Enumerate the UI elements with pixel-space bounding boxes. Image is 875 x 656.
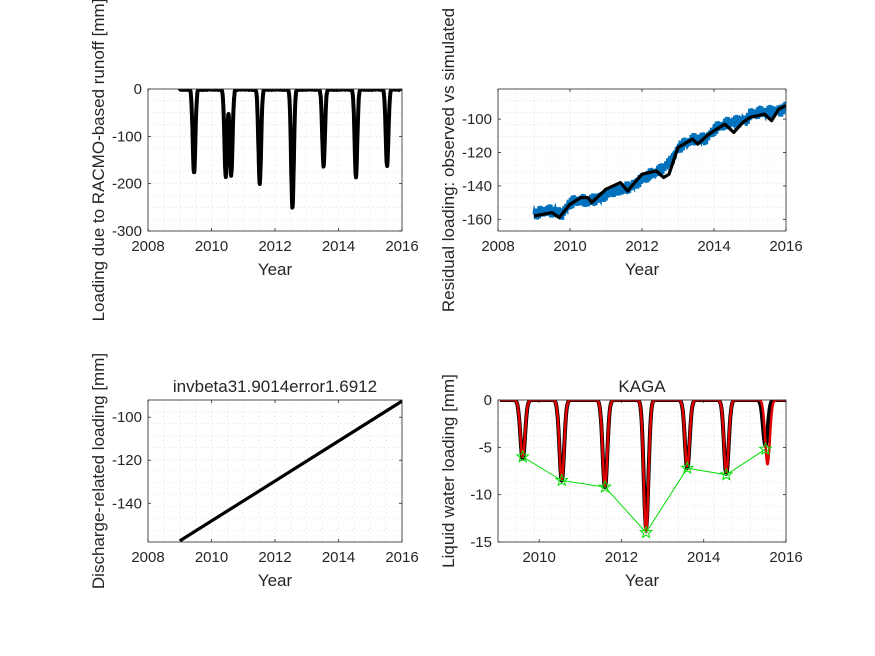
x-tick-label: 2012 (258, 238, 291, 255)
y-tick-label: 0 (484, 392, 492, 409)
series-line (178, 400, 402, 542)
x-axis-label: Year (625, 260, 660, 279)
x-tick-label: 2012 (625, 238, 658, 255)
plot-area (148, 400, 402, 542)
star-marker (719, 467, 734, 481)
series-line (533, 104, 786, 220)
y-tick-label: -160 (462, 211, 492, 228)
x-tick-label: 2010 (195, 238, 228, 255)
chart-title: KAGA (618, 377, 666, 396)
series-group (498, 400, 786, 539)
series-peak-line (522, 448, 766, 533)
x-tick-label: 2010 (522, 549, 555, 566)
series-group (178, 400, 402, 542)
star-marker (598, 479, 613, 494)
star-marker (515, 449, 530, 463)
series-group (532, 101, 786, 220)
y-tick-label: -10 (470, 487, 492, 504)
x-tick-label: 2014 (322, 549, 355, 566)
chart-bottom-left: 2008 2010 2012 2014 2016 -140 -120 -100 Year Disc… (89, 353, 419, 590)
y-tick-label: -300 (112, 223, 142, 240)
y-tick-label: -120 (462, 144, 492, 161)
y-axis-label: Loading due to RACMO-based runoff [mm] (89, 0, 108, 321)
star-marker (639, 525, 654, 539)
axes-box (497, 399, 787, 543)
star-marker (554, 473, 569, 487)
y-tick-label: -100 (112, 409, 142, 426)
y-tick-label: -100 (462, 111, 492, 128)
chart-bottom-right: 2010 2012 2014 2016 -15 -10 -5 0 Year Liquid wate… (439, 374, 803, 590)
y-tick-label: -15 (470, 534, 492, 551)
y-axis-label: Discharge-related loading [mm] (89, 353, 108, 589)
y-tick-label: -100 (112, 128, 142, 145)
x-tick-label: 2014 (687, 549, 720, 566)
y-tick-label: -140 (462, 178, 492, 195)
y-tick-label: -120 (112, 452, 142, 469)
x-tick-label: 2012 (258, 549, 291, 566)
chart-title: invbeta31.9014error1.6912 (173, 377, 377, 396)
x-tick-label: 2016 (385, 549, 418, 566)
y-tick-label: 0 (134, 81, 142, 98)
star-marker (758, 441, 773, 456)
y-tick-label: -200 (112, 176, 142, 193)
x-tick-label: 2008 (131, 549, 164, 566)
x-tick-label: 2016 (385, 238, 418, 255)
x-tick-label: 2014 (322, 238, 355, 255)
chart-top-left: 2008 2010 2012 2014 2016 -300 -200 -100 0 Year Loa… (89, 0, 419, 321)
x-tick-label: 2008 (481, 238, 514, 255)
x-tick-label: 2014 (697, 238, 730, 255)
y-tick-label: -140 (112, 495, 142, 512)
x-axis-label: Year (258, 571, 293, 590)
x-axis-label: Year (625, 571, 660, 590)
series-line (499, 400, 786, 534)
x-tick-label: 2010 (195, 549, 228, 566)
x-tick-label: 2016 (769, 238, 802, 255)
y-axis-label: Residual loading: observed vs simulated (439, 8, 458, 312)
y-axis-label: Liquid water loading [mm] (439, 374, 458, 568)
y-tick-label: -5 (479, 439, 492, 456)
star-marker (680, 460, 695, 475)
x-tick-label: 2012 (605, 549, 638, 566)
x-axis-label: Year (258, 260, 293, 279)
x-tick-label: 2016 (769, 549, 802, 566)
chart-top-right: 2008 2010 2012 2014 2016 -160 -140 -120 -100 Year… (439, 8, 803, 312)
x-tick-label: 2010 (553, 238, 586, 255)
x-tick-label: 2008 (131, 238, 164, 255)
